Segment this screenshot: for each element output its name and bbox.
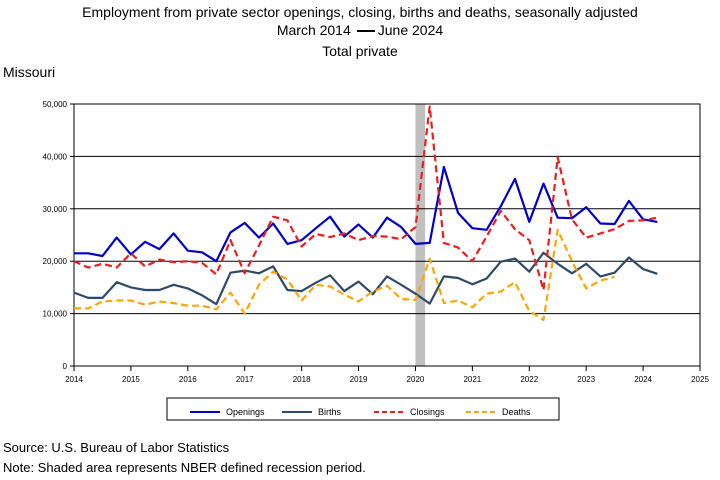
source-note: Source: U.S. Bureau of Labor Statistics [3,440,230,455]
y-tick-label: 30,000 [43,205,68,214]
x-tick-label: 2024 [634,375,652,384]
y-tick-label: 0 [63,362,68,371]
line-chart: 0 10,000 20,000 30,000 40,000 50,000 2014 2015 2… [43,100,710,421]
legend: Openings Births Closings Deaths [166,397,560,421]
legend-label-deaths: Deaths [502,407,531,417]
dash-icon [356,30,375,33]
region-label: Missouri [3,64,56,80]
recession-shading [415,104,426,366]
x-tick-label: 2015 [122,375,140,384]
chart-subtitle: Total private [322,43,398,59]
series-line-openings [74,165,658,263]
plot-area: 0 10,000 20,000 30,000 40,000 50,000 2014 2015 2… [43,100,710,384]
recession-note: Note: Shaded area represents NBER define… [3,460,366,475]
x-tick-label: 2017 [236,375,254,384]
y-tick-label: 10,000 [43,310,68,319]
legend-label-births: Births [318,407,342,417]
chart-title: Employment from private sector openings,… [82,4,638,20]
x-tick-label: 2019 [350,375,368,384]
legend-label-openings: Openings [226,407,265,417]
x-tick-label: 2022 [520,375,538,384]
legend-label-closings: Closings [410,407,445,417]
x-tick-label: 2014 [65,375,83,384]
x-tick-label: 2018 [293,375,311,384]
x-tick-label: 2021 [463,375,481,384]
y-tick-label: 40,000 [43,152,68,161]
series-line-closings [73,105,658,292]
plot-frame [73,103,701,367]
y-tick-label: 20,000 [43,257,68,266]
date-range-end: June 2024 [377,22,444,38]
series-line-births [73,251,658,306]
x-tick-label: 2016 [179,375,197,384]
legend-box [166,397,560,421]
y-tick-label: 50,000 [43,100,68,109]
x-tick-label: 2020 [407,375,425,384]
x-tick-label: 2025 [691,375,709,384]
series-line-deaths [74,228,615,321]
date-range-start: March 2014 [276,22,351,38]
x-tick-label: 2023 [577,375,595,384]
chart-date-range: March 2014 June 2024 [0,22,720,39]
